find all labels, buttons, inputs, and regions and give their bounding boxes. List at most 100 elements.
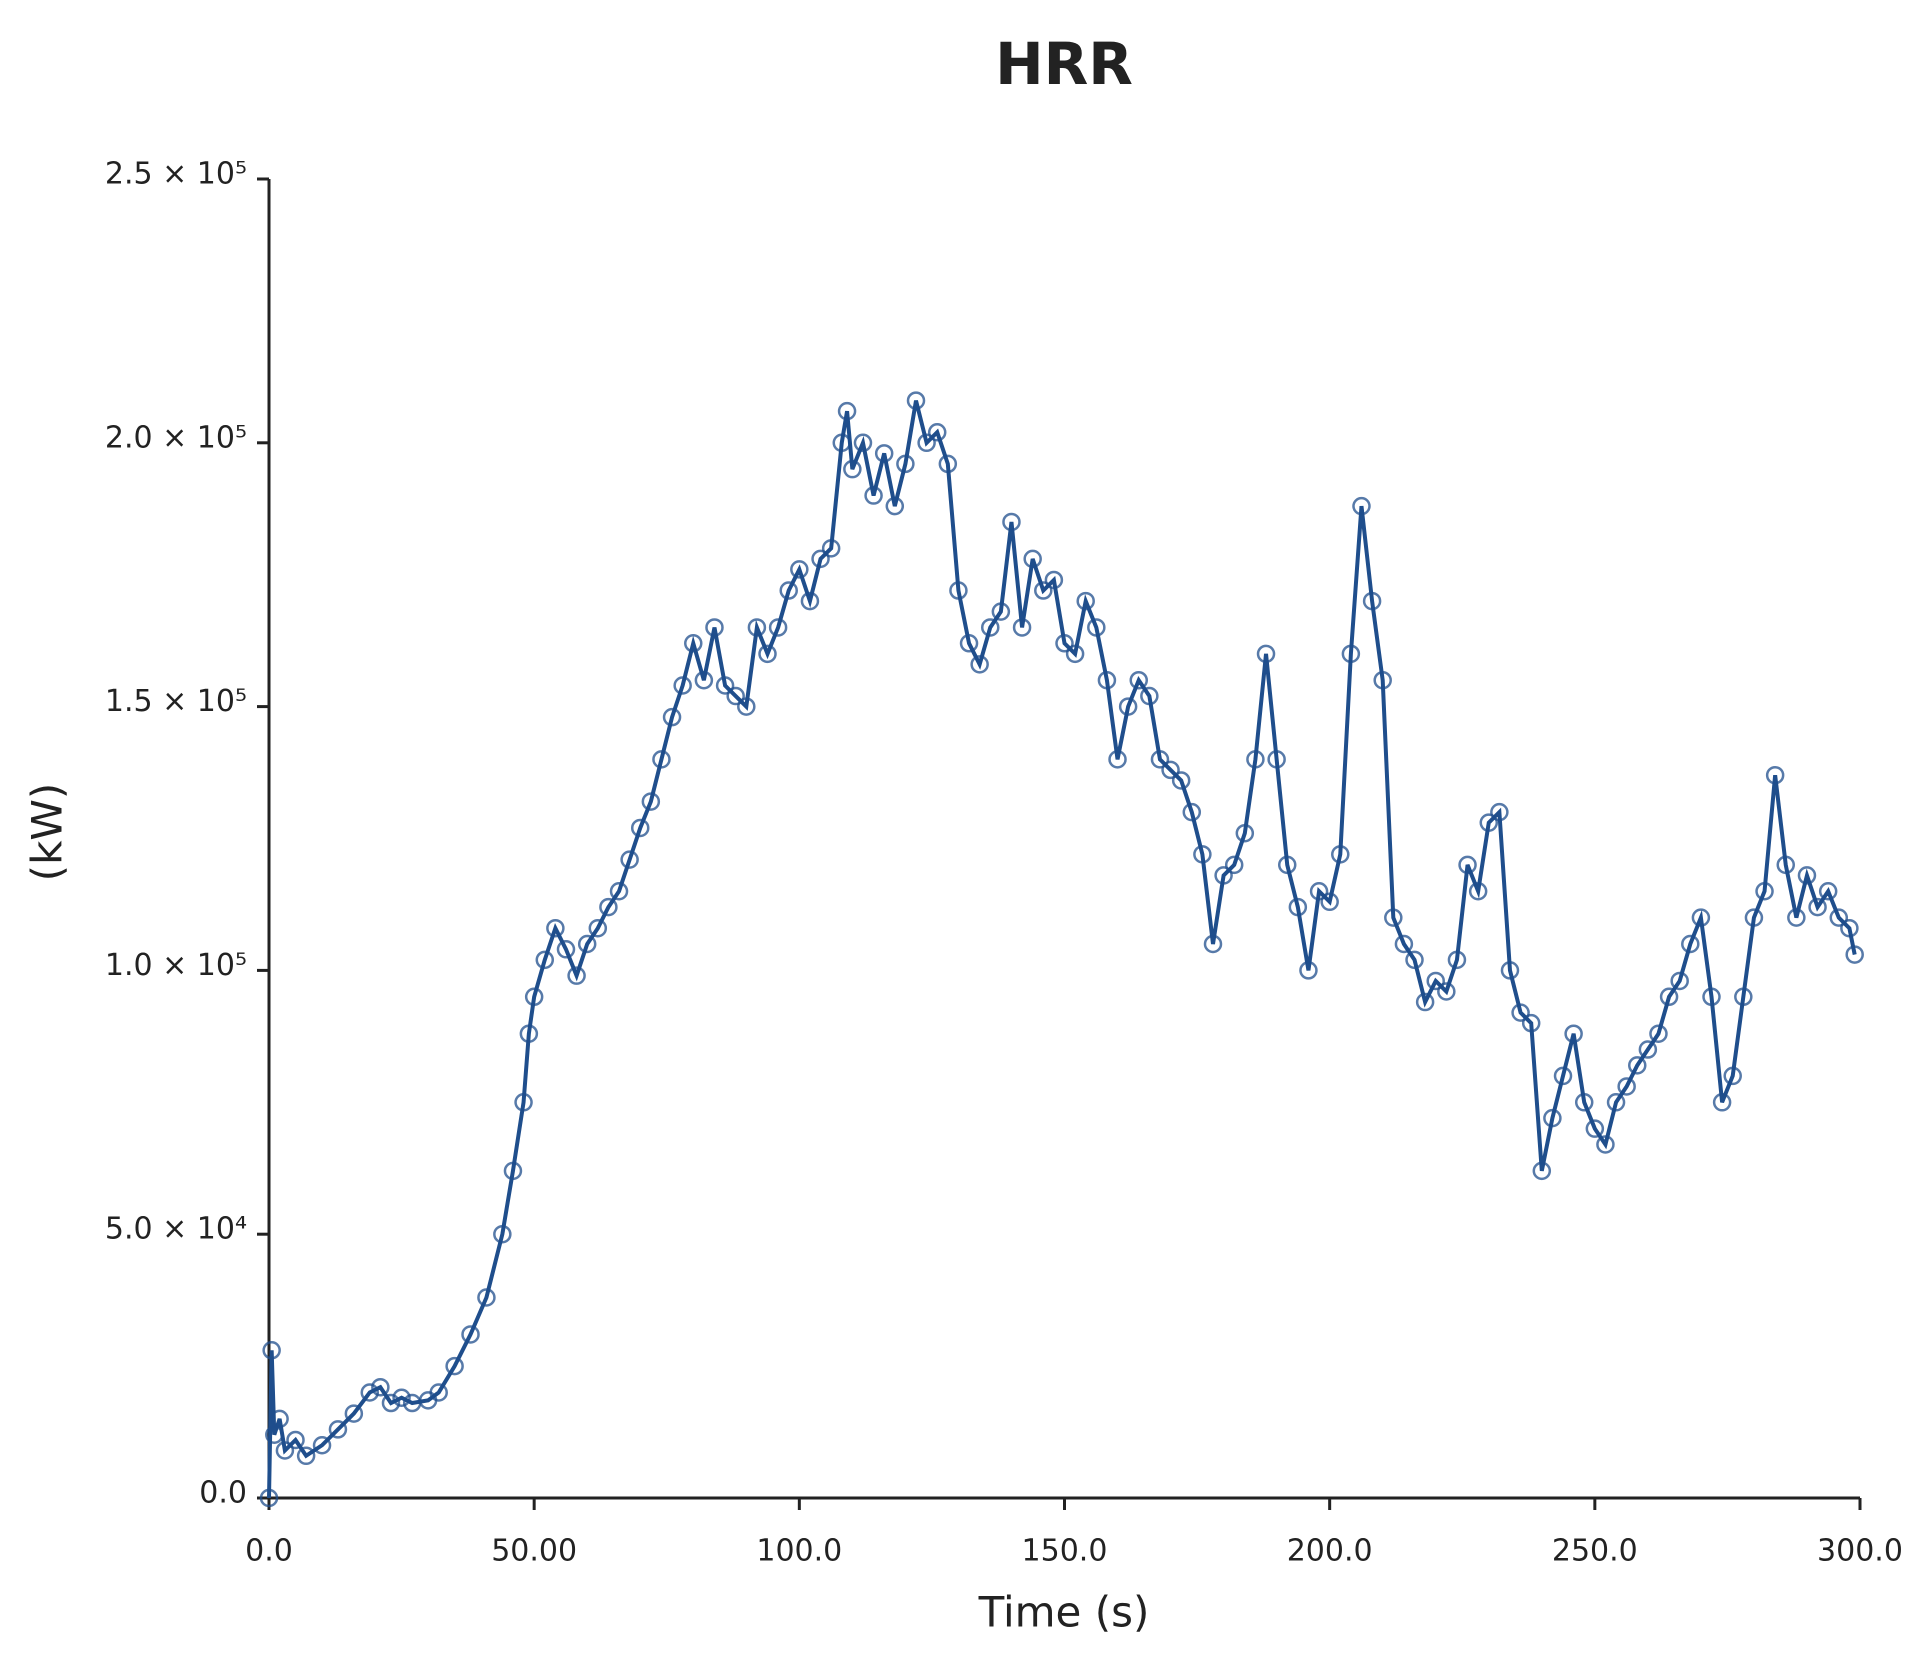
marker [1394,934,1414,954]
marker [662,707,682,727]
marker [1246,750,1265,769]
marker [843,459,862,479]
marker [1458,855,1477,875]
marker [927,422,947,442]
marker [535,950,555,970]
marker [1076,591,1095,611]
marker [546,918,565,938]
marker [1087,618,1106,637]
marker [1681,934,1700,954]
x-axis-label: Time (s) [978,1588,1150,1637]
x-tick-label: 150.0 [1022,1534,1108,1569]
marker [1288,897,1308,917]
marker [715,676,735,695]
marker [1532,1161,1552,1181]
marker [259,1488,279,1508]
marker [286,1430,305,1450]
chart-title: HRR [995,30,1133,98]
marker [1659,987,1679,1007]
marker [779,581,798,600]
marker [1574,1093,1594,1112]
marker [1108,750,1127,769]
x-tick-label: 250.0 [1552,1534,1638,1569]
x-tick-label: 300.0 [1817,1534,1903,1569]
marker [1299,961,1318,980]
marker [1585,1119,1605,1138]
marker [1564,1024,1583,1043]
marker [275,1441,295,1460]
marker [1384,908,1403,927]
marker [503,1161,523,1181]
marker [1415,992,1435,1012]
marker [1034,581,1053,600]
marker [896,454,915,474]
marker [556,940,576,959]
marker [620,850,639,869]
marker [630,818,650,838]
marker [970,655,989,674]
marker [1352,496,1371,516]
marker [265,1425,284,1444]
marker [1755,882,1774,901]
marker [641,792,661,811]
marker [371,1377,390,1397]
marker [1617,1077,1636,1096]
marker [1055,634,1074,653]
marker [821,539,841,558]
marker [800,591,820,611]
marker [837,401,857,421]
marker [1224,855,1244,875]
marker [1638,1040,1658,1059]
marker [1097,670,1117,690]
marker [1002,512,1021,532]
marker [1712,1093,1732,1112]
marker [1256,644,1276,664]
marker [917,433,936,453]
x-tick-label: 0.0 [245,1534,293,1569]
marker [885,496,905,516]
marker [1691,908,1711,927]
marker [429,1383,448,1402]
marker [747,618,767,637]
marker [1521,1013,1541,1033]
y-tick-label: 1.0 × 10⁵ [105,948,247,983]
marker [1193,845,1212,864]
marker [344,1404,364,1423]
marker [1744,908,1764,927]
marker [1161,760,1180,780]
marker [360,1383,380,1402]
x-tick-label: 100.0 [756,1534,842,1569]
marker [694,670,714,690]
marker [652,750,671,769]
marker [758,644,777,664]
marker [1596,1135,1615,1154]
marker [1787,908,1806,927]
marker [1511,1003,1530,1022]
marker [1341,644,1361,664]
marker [938,454,958,474]
marker [684,634,703,653]
marker [1447,950,1467,970]
marker [1267,750,1286,769]
marker [1118,697,1138,716]
marker [1309,882,1329,901]
marker [1214,866,1233,885]
marker [493,1224,512,1244]
y-tick-label: 2.0 × 10⁵ [105,420,247,455]
marker [262,1341,281,1360]
marker [1023,549,1042,569]
marker [588,918,608,938]
marker [312,1435,332,1455]
marker [1490,802,1509,822]
marker [737,697,756,716]
marker [1331,845,1350,864]
marker [1129,670,1148,690]
marker [906,391,926,410]
marker [599,897,618,917]
marker [768,618,788,637]
marker [1797,866,1817,885]
marker [1171,771,1191,790]
marker [1012,618,1032,637]
marker [874,444,894,463]
